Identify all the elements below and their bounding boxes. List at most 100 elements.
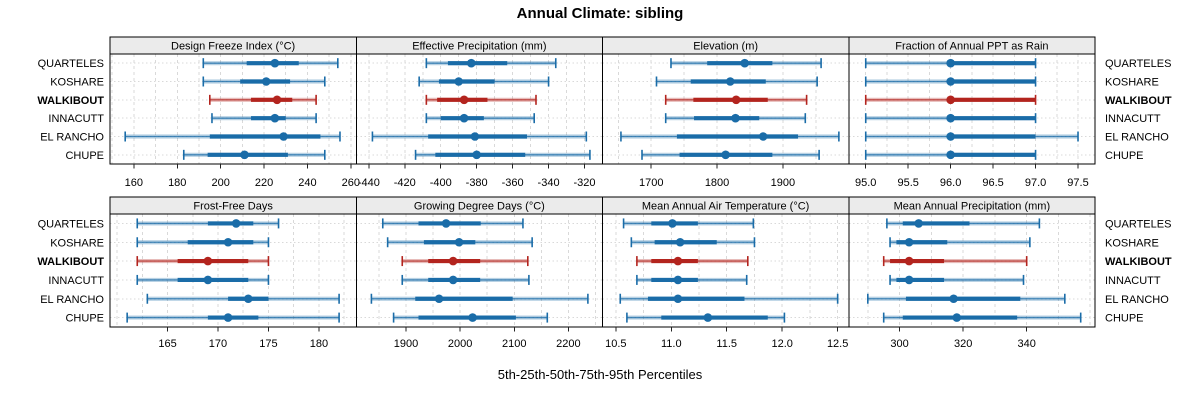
percentile-row-walkibout <box>209 94 317 105</box>
gridlines <box>602 54 850 164</box>
median-dot <box>231 219 241 228</box>
gridlines <box>848 214 1095 327</box>
site-label-left-el-rancho: EL RANCHO <box>40 132 104 144</box>
x-axis: 165 170 175 180 <box>158 327 328 350</box>
panel-growing-degree-days-c: Growing Degree Days (°C) 1900 2000 2100 2200 <box>355 196 603 350</box>
median-dot <box>904 256 914 266</box>
median-dot <box>223 313 233 322</box>
percentile-row-el-rancho <box>867 293 1066 304</box>
site-labels-row-1: QUARTELES QUARTELES KOSHARE KOSHARE WALKIBOU… <box>37 58 1171 162</box>
figure-caption: 5th-25th-50th-75th-95th Percentiles <box>497 367 703 382</box>
axis-tick-label: 1700 <box>639 177 663 189</box>
site-label-right-chupe: CHUPE <box>1105 150 1144 162</box>
median-dot <box>466 58 476 68</box>
axis-tick-label: 1900 <box>394 338 418 350</box>
axis-tick-label: 200 <box>211 177 229 189</box>
axis-tick-label: 10.5 <box>605 338 626 350</box>
site-label-left-chupe: CHUPE <box>65 150 104 162</box>
panel-border <box>109 53 357 165</box>
x-axis: -440 -420 -400 -380 -360 -340 -320 <box>358 164 596 189</box>
site-label-left-koshare: KOSHARE <box>50 237 104 249</box>
median-dot <box>454 77 464 86</box>
gridlines <box>356 214 603 327</box>
percentile-row-walkibout <box>425 94 537 105</box>
axis-tick-label: 12.0 <box>771 338 792 350</box>
site-label-left-koshare: KOSHARE <box>50 77 104 89</box>
median-dot <box>459 95 469 105</box>
site-label-left-quarteles: QUARTELES <box>38 58 104 70</box>
panel-strip <box>848 196 1096 215</box>
gridlines <box>602 214 849 327</box>
x-axis: 1700 1800 1900 <box>639 164 795 189</box>
axis-tick-label: 175 <box>259 338 277 350</box>
site-labels-row-2: QUARTELES QUARTELES KOSHARE KOSHARE WALKIBOU… <box>37 218 1171 324</box>
median-dot <box>203 256 213 266</box>
axis-tick-label: -320 <box>574 177 596 189</box>
axis-tick-label: 180 <box>310 338 328 350</box>
median-dot <box>946 132 955 141</box>
median-dot <box>731 95 741 105</box>
axis-tick-label: 96.5 <box>982 177 1003 189</box>
gridlines <box>110 54 357 164</box>
percentile-row-innacutt <box>636 274 748 285</box>
axis-tick-label: 220 <box>255 177 273 189</box>
median-dot <box>468 313 477 322</box>
median-dot <box>668 219 677 228</box>
percentile-row-koshare <box>889 237 1031 248</box>
percentile-row-quarteles <box>670 58 822 69</box>
axis-tick-label: 165 <box>158 338 176 350</box>
site-label-left-chupe: CHUPE <box>65 313 104 325</box>
x-axis: 160 180 200 220 240 260 <box>125 164 360 189</box>
percentile-row-chupe <box>882 312 1082 323</box>
gridlines <box>848 54 1095 164</box>
median-dot <box>270 58 280 68</box>
median-dot <box>703 313 713 322</box>
median-dot <box>949 294 958 304</box>
median-dot <box>721 150 730 160</box>
axis-tick-label: 97.0 <box>1025 177 1046 189</box>
site-label-left-innacutt: INNACUTT <box>48 113 104 125</box>
panel-border <box>602 213 850 328</box>
axis-tick-label: 240 <box>298 177 316 189</box>
percentile-row-chupe <box>392 312 549 323</box>
median-dot <box>946 95 955 105</box>
site-label-right-walkibout: WALKIBOUT <box>1105 256 1172 268</box>
median-dot <box>758 132 768 141</box>
percentile-row-quarteles <box>864 58 1037 69</box>
median-dot <box>434 294 444 304</box>
site-label-right-innacutt: INNACUTT <box>1105 275 1161 287</box>
panel-border <box>355 53 603 165</box>
percentile-row-innacutt <box>889 274 1025 285</box>
panel-mean-annual-precipitation-mm: Mean Annual Precipitation (mm) 300 320 340 <box>848 196 1096 350</box>
median-dot <box>272 95 282 105</box>
median-dot <box>904 237 914 247</box>
panel-strip-title: Design Freeze Index (°C) <box>171 41 295 53</box>
axis-tick-label: 96.0 <box>940 177 961 189</box>
median-dot <box>675 237 685 247</box>
panel-frost-free-days: Frost-Free Days 165 170 175 180 <box>109 196 357 350</box>
site-label-right-chupe: CHUPE <box>1105 313 1144 325</box>
percentile-row-innacutt <box>425 113 535 124</box>
site-label-right-walkibout: WALKIBOUT <box>1105 95 1172 107</box>
axis-tick-label: 12.5 <box>827 338 848 350</box>
median-dot <box>673 294 683 304</box>
axis-tick-label: 2000 <box>448 338 472 350</box>
percentile-row-quarteles <box>886 218 1041 229</box>
percentile-row-quarteles <box>202 58 339 69</box>
panel-fraction-of-annual-ppt-as-rain: Fraction of Annual PPT as Rain 95.0 95.5 96… <box>848 36 1096 189</box>
figure-title: Annual Climate: sibling <box>516 5 684 22</box>
percentile-row-el-rancho <box>124 131 341 142</box>
site-label-left-quarteles: QUARTELES <box>38 218 104 230</box>
median-dot <box>946 77 955 86</box>
axis-tick-label: 95.0 <box>855 177 876 189</box>
percentile-row-el-rancho <box>620 131 840 142</box>
panel-design-freeze-index-c: Design Freeze Index (°C) 160 180 200 220 240 2… <box>109 36 360 189</box>
percentile-row-el-rancho <box>146 293 340 304</box>
median-dot <box>946 58 955 68</box>
median-dot <box>952 313 962 322</box>
percentile-row-el-rancho <box>619 293 839 304</box>
percentile-row-koshare <box>418 76 550 87</box>
x-axis: 10.5 11.0 11.5 12.0 12.5 <box>605 327 848 350</box>
